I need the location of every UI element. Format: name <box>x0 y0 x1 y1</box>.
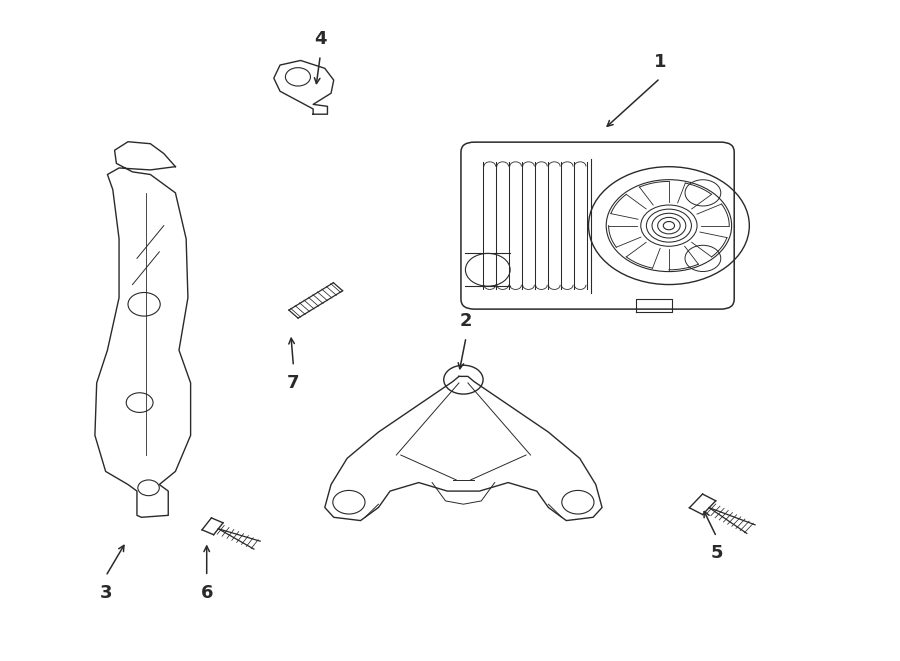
Text: 1: 1 <box>654 53 666 71</box>
Text: 5: 5 <box>710 545 723 563</box>
Text: 2: 2 <box>460 312 473 330</box>
Text: 6: 6 <box>201 584 213 602</box>
Text: 7: 7 <box>287 374 300 392</box>
Text: 4: 4 <box>314 30 327 48</box>
Text: 3: 3 <box>99 584 112 602</box>
